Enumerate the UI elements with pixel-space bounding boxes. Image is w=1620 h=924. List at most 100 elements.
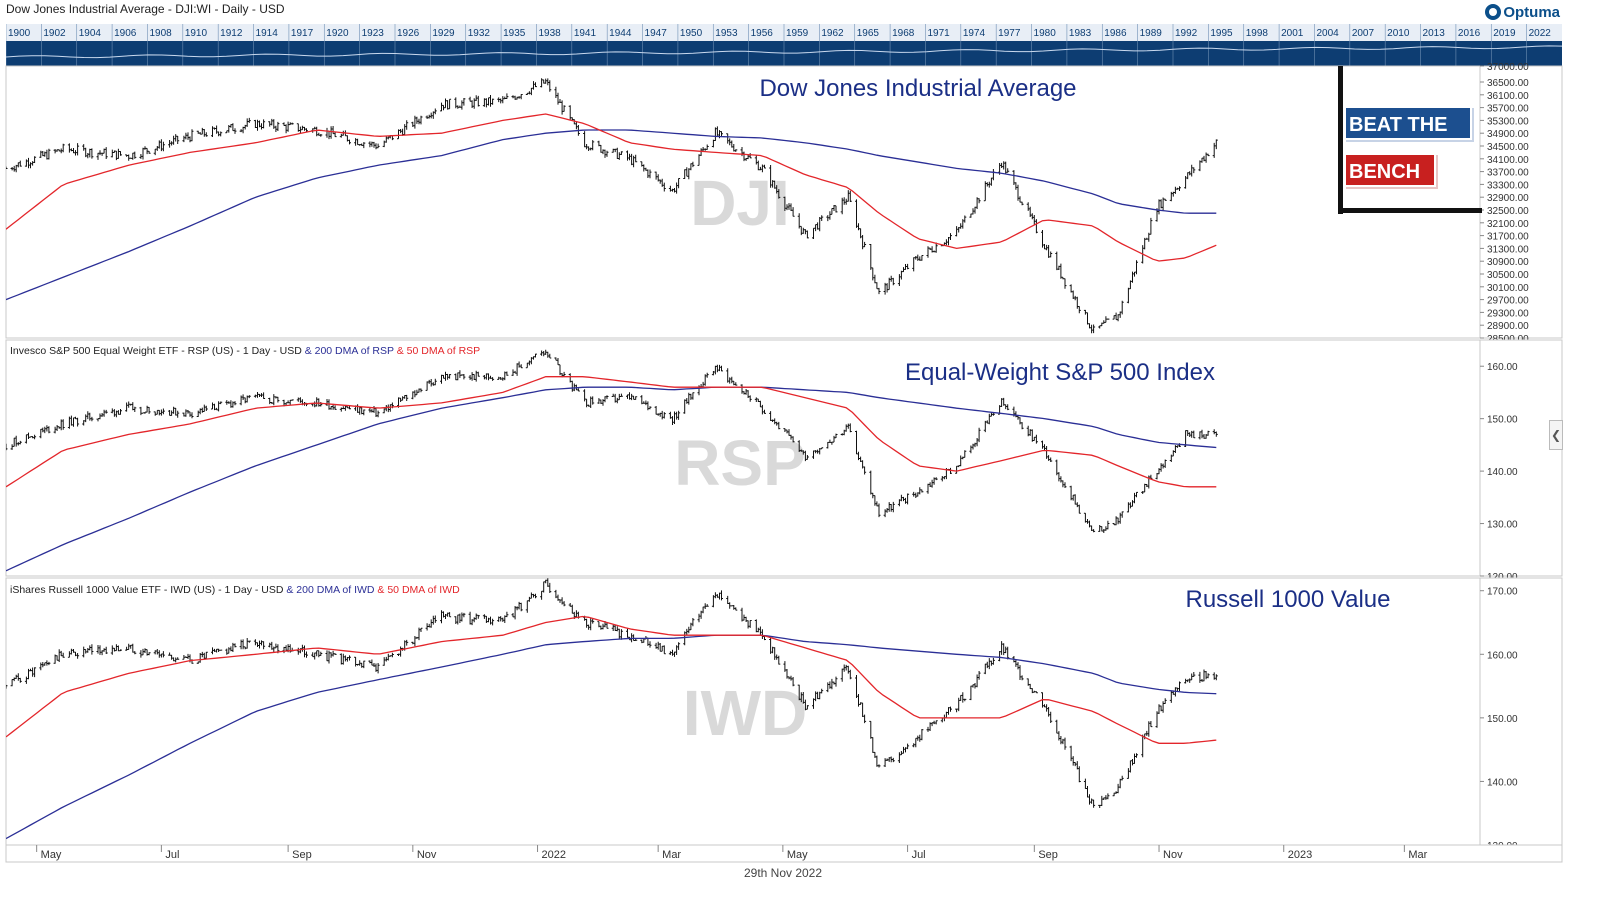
overview-year-label: 1944: [609, 28, 632, 39]
overlay-title: Dow Jones Industrial Average: [759, 75, 1076, 102]
y-tick-label: 31300.00: [1487, 244, 1529, 255]
watermark-ticker: DJI: [690, 167, 790, 239]
panel-header-main: iShares Russell 1000 Value ETF - IWD (US…: [10, 584, 286, 596]
overlay-title: Equal-Weight S&P 500 Index: [905, 359, 1215, 386]
overview-year-label: 1989: [1140, 28, 1163, 39]
y-tick-label: 37000.00: [1487, 62, 1529, 73]
overview-year-label: 1902: [43, 28, 66, 39]
history-overview-strip[interactable]: 1900 1902 1904 1906 1908 1910 1912 1914 1917 1920…: [6, 24, 1562, 66]
x-tick-label: Mar: [1408, 849, 1427, 861]
overview-year-label: 1953: [715, 28, 738, 39]
y-tick-label: 30500.00: [1487, 270, 1529, 281]
overview-year-label: 2022: [1529, 28, 1552, 39]
price-bars: [6, 78, 1218, 334]
overview-year-label: 1941: [574, 28, 597, 39]
overview-year-label: 1962: [821, 28, 844, 39]
x-tick-label: Jul: [912, 849, 926, 861]
series-group: [6, 578, 1218, 840]
price-bars: [6, 578, 1218, 808]
overview-year-label: 2019: [1493, 28, 1516, 39]
overview-year-label: 1974: [963, 28, 986, 39]
badge-horizontal-bar: [1338, 208, 1482, 213]
y-tick-label: 36100.00: [1487, 91, 1529, 102]
panel-2: RSP160.00150.00140.00130.00120.00Invesco…: [5, 339, 1563, 583]
x-tick-label: Sep: [292, 849, 312, 861]
overview-year-label: 1935: [503, 28, 526, 39]
overview-year-label: 1920: [326, 28, 349, 39]
y-tick-label: 150.00: [1487, 714, 1518, 725]
overview-year-label: 1992: [1175, 28, 1198, 39]
y-tick-label: 140.00: [1487, 467, 1518, 478]
window-title: Dow Jones Industrial Average - DJI:WI - …: [6, 2, 285, 16]
y-tick-label: 35700.00: [1487, 104, 1529, 115]
y-tick-label: 29300.00: [1487, 308, 1529, 319]
x-tick-label: May: [41, 849, 62, 861]
optuma-logo: Optuma: [1485, 2, 1560, 22]
overview-svg: 1900 1902 1904 1906 1908 1910 1912 1914 1917 1920…: [6, 24, 1562, 66]
y-tick-label: 160.00: [1487, 650, 1518, 661]
x-axis-band: [5, 844, 1563, 863]
ma200-line: [6, 634, 1217, 840]
overview-year-label: 1914: [256, 28, 279, 39]
overview-year-label: 2013: [1423, 28, 1446, 39]
overview-year-label: 1910: [185, 28, 208, 39]
overlay-title: Russell 1000 Value: [1185, 586, 1390, 613]
price-ohlc-path: [6, 578, 1218, 808]
panel-header-50dma: & 50 DMA of IWD: [377, 584, 460, 596]
panel-header-200dma: & 200 DMA of IWD: [286, 584, 377, 596]
x-tick-label: Nov: [1163, 849, 1183, 861]
panel-frame: [5, 577, 1563, 846]
overview-year-label: 1977: [998, 28, 1021, 39]
x-tick-label: Sep: [1038, 849, 1058, 861]
panel-header: iShares Russell 1000 Value ETF - IWD (US…: [10, 584, 460, 596]
overview-year-label: 1956: [751, 28, 774, 39]
y-tick-label: 150.00: [1487, 415, 1518, 426]
ma50-line: [6, 376, 1217, 488]
overview-year-label: 1900: [8, 28, 31, 39]
overview-year-label: 1929: [432, 28, 455, 39]
x-tick-label: Nov: [417, 849, 437, 861]
overview-year-label: 1950: [680, 28, 703, 39]
y-tick-label: 32100.00: [1487, 219, 1529, 230]
y-tick-label: 31700.00: [1487, 232, 1529, 243]
overview-year-label: 1980: [1034, 28, 1057, 39]
panel-header-main: Invesco S&P 500 Equal Weight ETF - RSP (…: [10, 345, 305, 357]
y-tick-label: 140.00: [1487, 777, 1518, 788]
ma50-line: [6, 113, 1217, 262]
expand-panel-arrow-icon[interactable]: ❮: [1549, 420, 1563, 450]
y-tick-label: 28900.00: [1487, 321, 1529, 332]
y-tick-label: 29700.00: [1487, 296, 1529, 307]
beat-the-bench-badge: BEAT THE BENCH: [1338, 66, 1482, 214]
optuma-logo-icon: [1485, 4, 1502, 20]
y-tick-label: 34900.00: [1487, 129, 1529, 140]
y-tick-label: 30900.00: [1487, 257, 1529, 268]
y-tick-label: 170.00: [1487, 587, 1518, 598]
overview-year-label: 1904: [79, 28, 102, 39]
x-axis: May Jul Sep Nov 2022 Mar May Jul Sep Nov 2023 Mar: [5, 844, 1563, 863]
overview-year-label: 1917: [291, 28, 314, 39]
overview-year-label: 1971: [927, 28, 950, 39]
overview-year-label: 1983: [1069, 28, 1092, 39]
x-tick-label: Mar: [662, 849, 681, 861]
ma200-line: [6, 129, 1217, 301]
y-tick-label: 36500.00: [1487, 78, 1529, 89]
chart-stage[interactable]: DJI 37000.00 36500.00 36100.00 35700.0035300…: [0, 0, 1566, 884]
overview-year-label: 1959: [786, 28, 809, 39]
panel-1: DJI 37000.00 36500.00 36100.00 35700.0035300…: [5, 62, 1563, 345]
badge-line-2: BENCH: [1344, 153, 1436, 187]
overview-year-label: 1923: [362, 28, 385, 39]
panel-header: Invesco S&P 500 Equal Weight ETF - RSP (…: [10, 345, 480, 357]
x-tick-label: Jul: [165, 849, 179, 861]
x-tick-label: 2022: [542, 849, 566, 861]
ma200-line: [6, 386, 1217, 572]
series-group: [6, 349, 1218, 572]
overview-year-label: 2004: [1316, 28, 1339, 39]
overview-year-label: 1986: [1104, 28, 1127, 39]
overview-year-label: 2016: [1458, 28, 1481, 39]
y-tick-label: 34100.00: [1487, 155, 1529, 166]
panel-frame: [5, 65, 1563, 339]
overview-year-label: 1906: [114, 28, 137, 39]
overview-year-label: 1908: [149, 28, 172, 39]
panel-3: IWD170.00160.00150.00140.00130.00iShares…: [5, 577, 1563, 852]
watermark-ticker: IWD: [683, 677, 807, 749]
